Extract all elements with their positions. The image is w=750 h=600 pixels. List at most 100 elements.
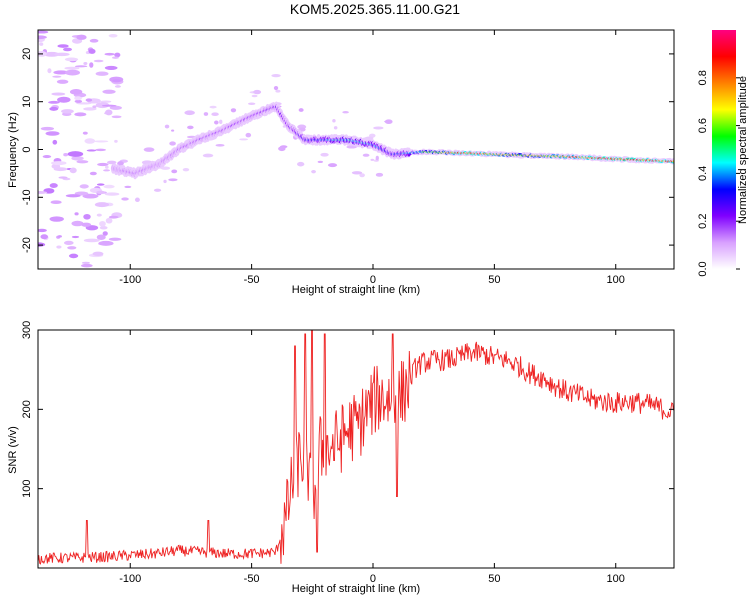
heatmap-cell [99,220,106,227]
heatmap-cell [58,176,68,179]
spectrogram-x-ticks: -100 -50 0 50 100 [119,30,625,286]
heatmap-cell [84,138,96,144]
heatmap-cell [96,190,105,195]
snr-panel: -100 -50 0 50 100 100 200 300 Height of straig… [7,321,675,595]
colorbar-tick-label: 0.0 [697,261,709,276]
heatmap-cell [211,112,219,117]
x-tick-label: 50 [488,573,500,585]
heatmap-cell [88,48,96,54]
heatmap-cell [38,228,47,233]
heatmap-cells [38,30,674,268]
figure-title: KOM5.2025.365.11.00.G21 [290,1,460,17]
heatmap-cell [49,183,58,188]
heatmap-cell [104,52,115,56]
heatmap-cell [51,161,67,166]
heatmap-cell [42,155,52,159]
heatmap-cell [124,185,132,189]
heatmap-cell [57,44,69,48]
heatmap-cell [74,99,83,103]
heatmap-cell [171,129,175,132]
heatmap-cell [370,158,375,161]
heatmap-cell [359,173,365,178]
heatmap-cell [76,160,89,164]
heatmap-cell [76,102,92,105]
heatmap-cell [95,148,106,152]
heatmap-cell [56,245,62,249]
heatmap-cell [96,213,102,217]
colorbar-tick-label: 0.6 [697,118,709,133]
heatmap-cell [61,109,74,114]
heatmap-cell [38,30,49,34]
heatmap-cell [104,192,120,196]
heatmap-cell [68,253,79,259]
heatmap-cell [230,108,237,113]
heatmap-cell [74,112,87,117]
heatmap-cell [98,240,114,246]
snr-frame [37,329,675,569]
heatmap-cell [92,105,97,108]
heatmap-cell [373,126,384,130]
y-tick-label: -20 [21,237,33,253]
heatmap-cell [94,140,109,143]
heatmap-cell [108,237,122,241]
heatmap-cell [202,153,214,158]
heatmap-cell [384,120,393,123]
heatmap-cell [273,85,279,91]
heatmap-cell [80,263,93,268]
heatmap-cell [184,110,195,116]
heatmap-cell [74,65,88,68]
heatmap-cell [187,125,194,130]
spectrogram-y-axis-title: Frequency (Hz) [7,112,19,188]
heatmap-cell [203,112,209,116]
heatmap-cell [112,79,121,83]
heatmap-cell [164,124,170,129]
heatmap-cell [38,35,47,40]
heatmap-cell [214,120,219,125]
heatmap-cell [54,52,70,57]
y-tick-label: 20 [21,48,33,60]
heatmap-cell [97,162,109,167]
heatmap-cell [375,172,384,177]
heatmap-cell [298,108,304,112]
heatmap-cell [332,119,336,123]
heatmap-cell [51,92,66,96]
heatmap-cell [81,261,90,264]
heatmap-cell [63,240,74,246]
heatmap-cell [49,106,59,111]
x-tick-label: 0 [370,274,376,286]
heatmap-cell [95,102,110,109]
heatmap-cell [38,191,48,194]
x-tick-label: 0 [370,573,376,585]
heatmap-cell [79,184,89,189]
heatmap-cell [95,71,109,76]
heatmap-cell [375,155,379,161]
heatmap-cell [62,47,73,52]
heatmap-cell [65,194,81,198]
x-tick-label: -50 [244,573,260,585]
heatmap-cell [99,225,108,230]
x-tick-label: 50 [488,274,500,286]
heatmap-cell [50,200,62,205]
heatmap-cell [89,38,99,43]
heatmap-cell [114,139,118,143]
heatmap-cell [362,153,370,157]
heatmap-cell [108,34,118,38]
heatmap-cell [169,141,176,146]
heatmap-cell [239,138,249,141]
heatmap-cell [71,235,80,239]
spectrogram-x-axis-title: Height of straight line (km) [292,284,420,296]
heatmap-cell [83,238,100,243]
heatmap-cell [351,171,363,175]
x-tick-label: -50 [244,274,260,286]
spectrogram-y-ticks: -20 -10 0 10 20 [21,48,674,253]
heatmap-cell [53,70,69,75]
heatmap-cell [94,202,110,208]
heatmap-cell [117,161,124,166]
heatmap-cell [93,59,104,63]
heatmap-cell [105,217,113,224]
heatmap-cell [297,161,305,167]
heatmap-cell [182,168,190,172]
heatmap-cell [171,169,178,174]
x-tick-label: 100 [607,274,625,286]
